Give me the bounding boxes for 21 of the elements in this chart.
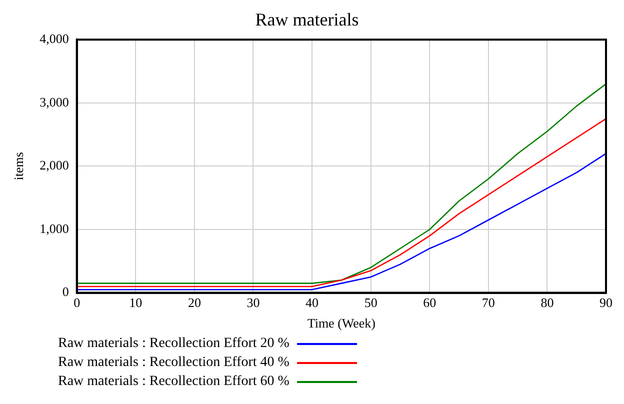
- x-tick-label: 90: [600, 295, 612, 310]
- x-tick-label: 0: [74, 295, 80, 310]
- chart-title: Raw materials: [255, 10, 359, 30]
- y-tick-label: 3,000: [40, 94, 69, 110]
- legend-label: Raw materials : Recollection Effort 60 %: [58, 374, 290, 390]
- x-tick-label: 10: [129, 295, 142, 310]
- legend-label: Raw materials : Recollection Effort 40 %: [58, 354, 290, 370]
- y-tick-label: 4,000: [40, 31, 69, 46]
- y-tick-label: 2,000: [40, 158, 69, 173]
- x-axis-title: Time (Week): [307, 316, 376, 331]
- x-tick-label: 40: [306, 295, 319, 310]
- y-tick-label: 0: [62, 284, 69, 300]
- x-tick-label: 30: [246, 295, 260, 310]
- legend-label: Raw materials : Recollection Effort 20 %: [58, 336, 290, 352]
- x-tick-label: 50: [364, 295, 378, 310]
- x-tick-label: 20: [188, 295, 201, 310]
- x-tick-label: 70: [482, 295, 495, 310]
- x-tick-label: 80: [540, 295, 554, 310]
- x-tick-label: 60: [423, 295, 436, 310]
- y-axis-title: items: [11, 152, 26, 180]
- y-tick-label: 1,000: [40, 220, 69, 236]
